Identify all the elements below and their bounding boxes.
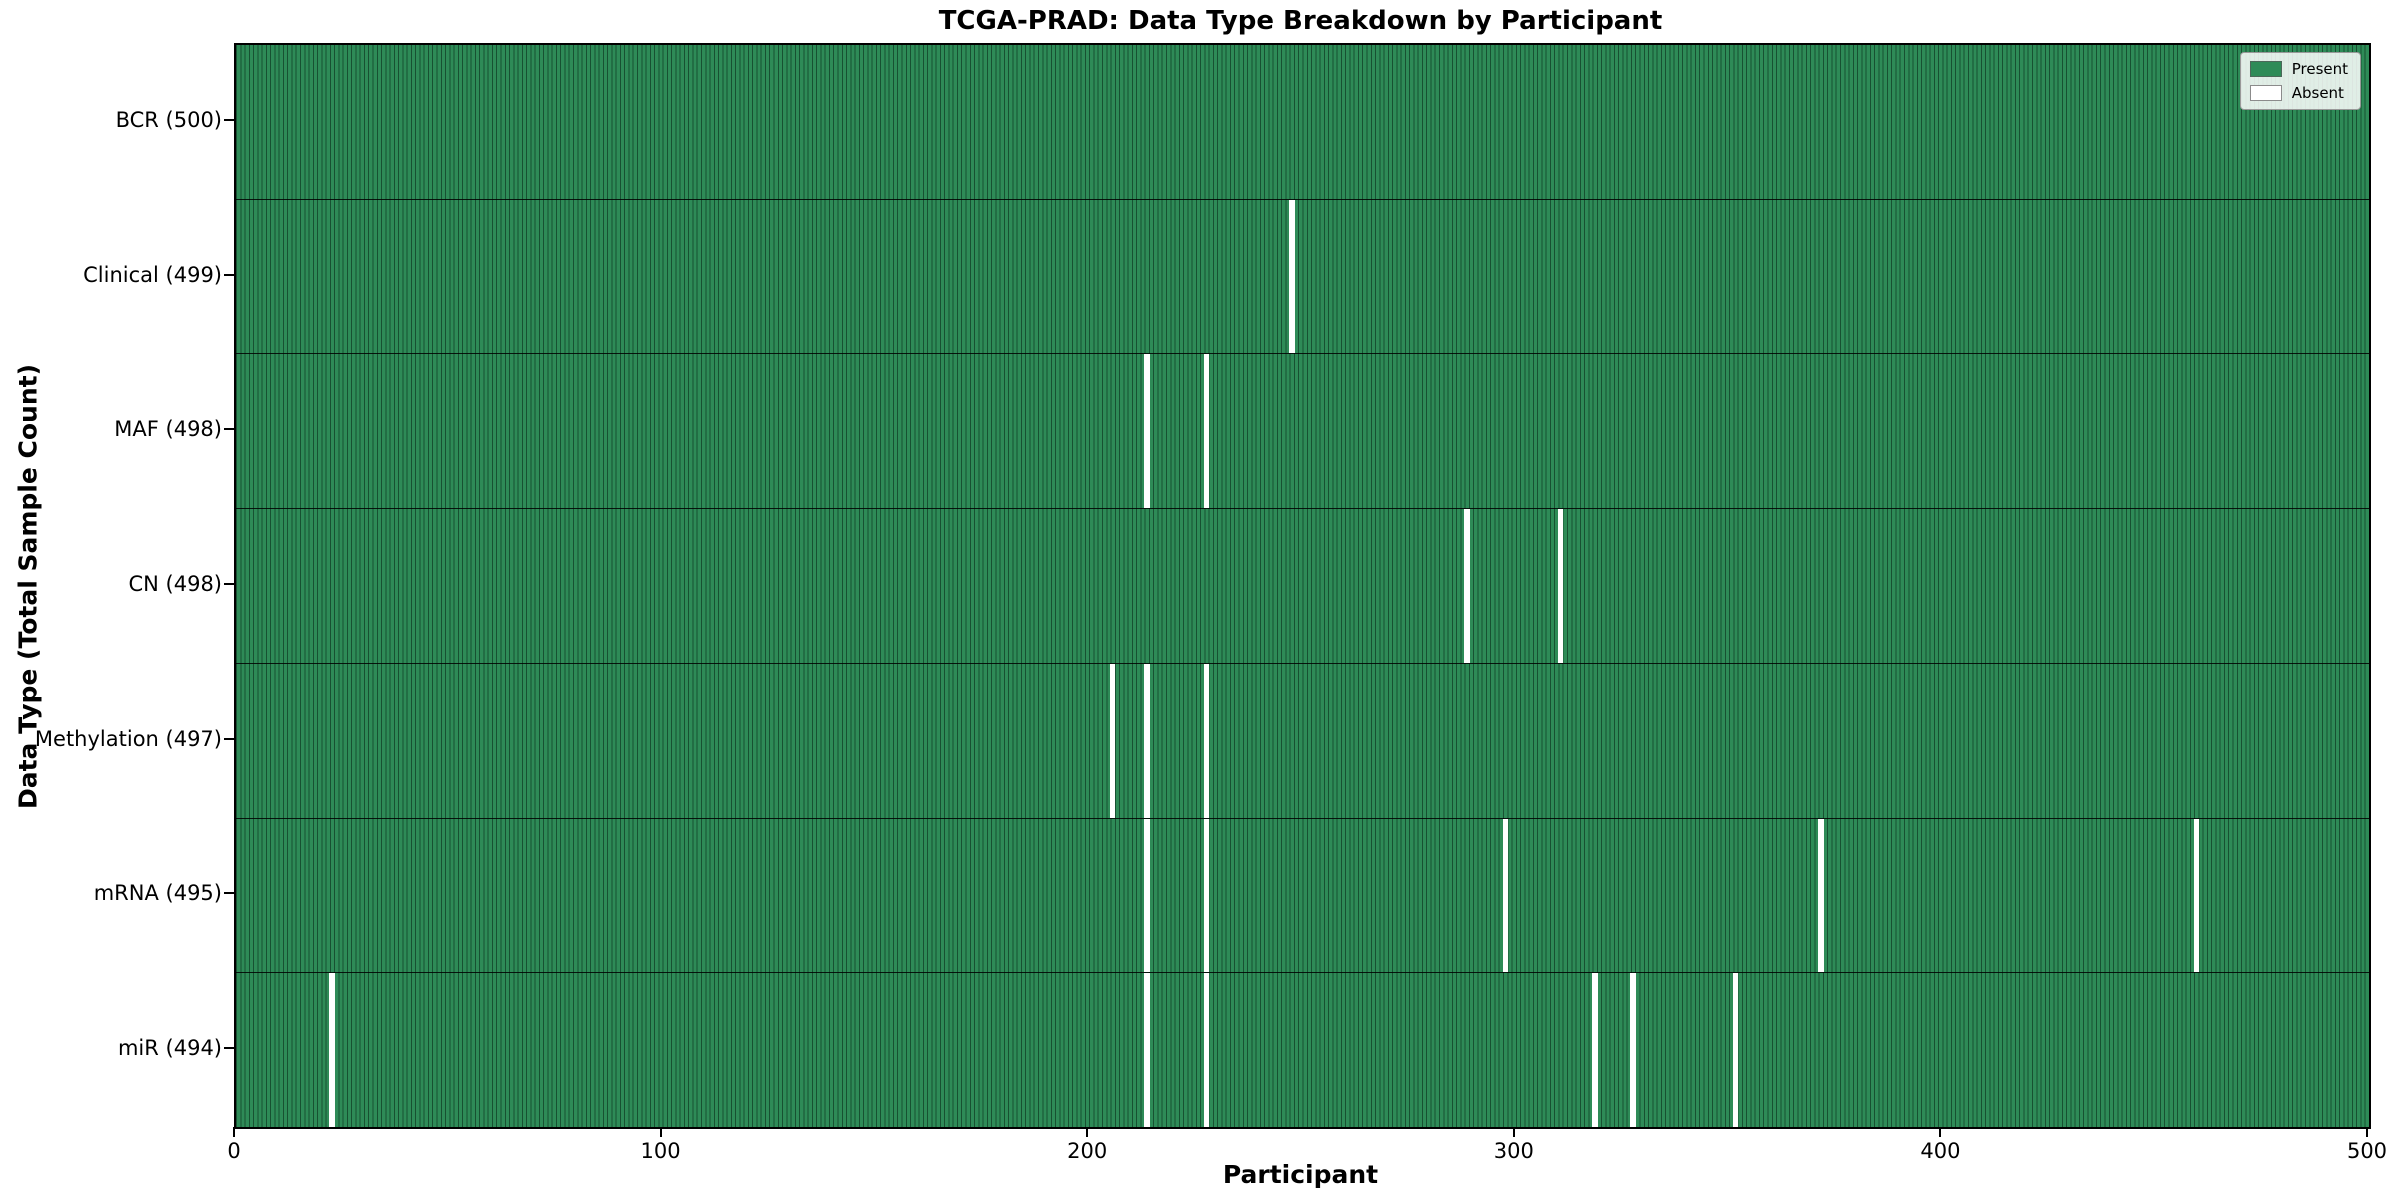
y-tick-mark xyxy=(224,737,234,740)
legend-swatch-present-icon xyxy=(2249,61,2282,77)
absent-marker xyxy=(1557,509,1564,663)
x-tick-mark xyxy=(2366,1127,2368,1137)
absent-marker xyxy=(329,973,335,1128)
x-tick-label-300: 300 xyxy=(1493,1139,1534,1163)
absent-marker xyxy=(2193,818,2200,973)
y-tick-label-clinical: Clinical (499) xyxy=(83,262,222,287)
y-tick-label-mir: miR (494) xyxy=(117,1035,222,1060)
x-tick-label-500: 500 xyxy=(2346,1139,2388,1163)
y-tick-label-maf: MAF (498) xyxy=(114,417,222,442)
heatmap-row-clinical xyxy=(236,199,2369,355)
heatmap-row-bcr xyxy=(236,45,2369,200)
x-tick-mark xyxy=(1086,1127,1089,1137)
y-tick-label-methylation: Methylation (497) xyxy=(34,726,222,751)
absent-marker xyxy=(1144,973,1150,1128)
absent-marker xyxy=(1289,199,1295,354)
legend-swatch-absent-icon xyxy=(2249,85,2282,101)
legend-item-present: Present xyxy=(2249,60,2348,78)
plot-area: Present Absent xyxy=(234,43,2371,1129)
x-tick-label-0: 0 xyxy=(227,1139,241,1163)
heatmap-row-methylation xyxy=(236,663,2369,819)
heatmap-row-mrna xyxy=(236,818,2369,974)
x-axis-label: Participant xyxy=(1222,1160,1379,1189)
heatmap-row-maf xyxy=(236,354,2369,510)
absent-marker xyxy=(1110,663,1116,818)
absent-marker xyxy=(1732,973,1739,1128)
chart-title: TCGA-PRAD: Data Type Breakdown by Partic… xyxy=(938,6,1663,36)
y-tick-mark xyxy=(224,583,234,585)
y-tick-label-bcr: BCR (500) xyxy=(115,108,222,133)
absent-marker xyxy=(1203,663,1210,818)
x-tick-mark xyxy=(1512,1127,1515,1137)
x-tick-mark xyxy=(1939,1127,1942,1137)
y-tick-mark xyxy=(224,273,234,276)
absent-marker xyxy=(1203,354,1210,509)
absent-marker xyxy=(1203,973,1210,1128)
legend: Present Absent xyxy=(2239,52,2361,110)
x-tick-label-400: 400 xyxy=(1920,1139,1961,1163)
y-tick-mark xyxy=(224,428,234,431)
absent-marker xyxy=(1502,818,1508,973)
x-tick-label-100: 100 xyxy=(640,1139,681,1163)
y-tick-mark xyxy=(224,119,234,122)
heatmap-rows xyxy=(236,45,2369,1128)
y-tick-label-cn: CN (498) xyxy=(128,572,222,596)
absent-marker xyxy=(1630,973,1636,1128)
x-tick-mark xyxy=(233,1127,235,1137)
x-tick-label-200: 200 xyxy=(1067,1139,1108,1163)
absent-marker xyxy=(1144,354,1150,509)
y-tick-mark xyxy=(224,892,234,895)
heatmap-row-cn xyxy=(236,509,2369,664)
heatmap-row-mir xyxy=(236,973,2369,1128)
absent-marker xyxy=(1144,663,1150,818)
absent-marker xyxy=(1203,818,1210,973)
legend-item-absent: Absent xyxy=(2249,84,2348,102)
legend-label-present: Present xyxy=(2291,60,2348,78)
absent-marker xyxy=(1464,509,1470,663)
x-tick-mark xyxy=(659,1127,662,1137)
absent-marker xyxy=(1144,818,1150,973)
y-tick-mark xyxy=(224,1046,234,1049)
y-tick-label-mrna: mRNA (495) xyxy=(93,881,222,906)
absent-marker xyxy=(1818,818,1824,973)
absent-marker xyxy=(1592,973,1598,1128)
legend-label-absent: Absent xyxy=(2291,84,2344,102)
